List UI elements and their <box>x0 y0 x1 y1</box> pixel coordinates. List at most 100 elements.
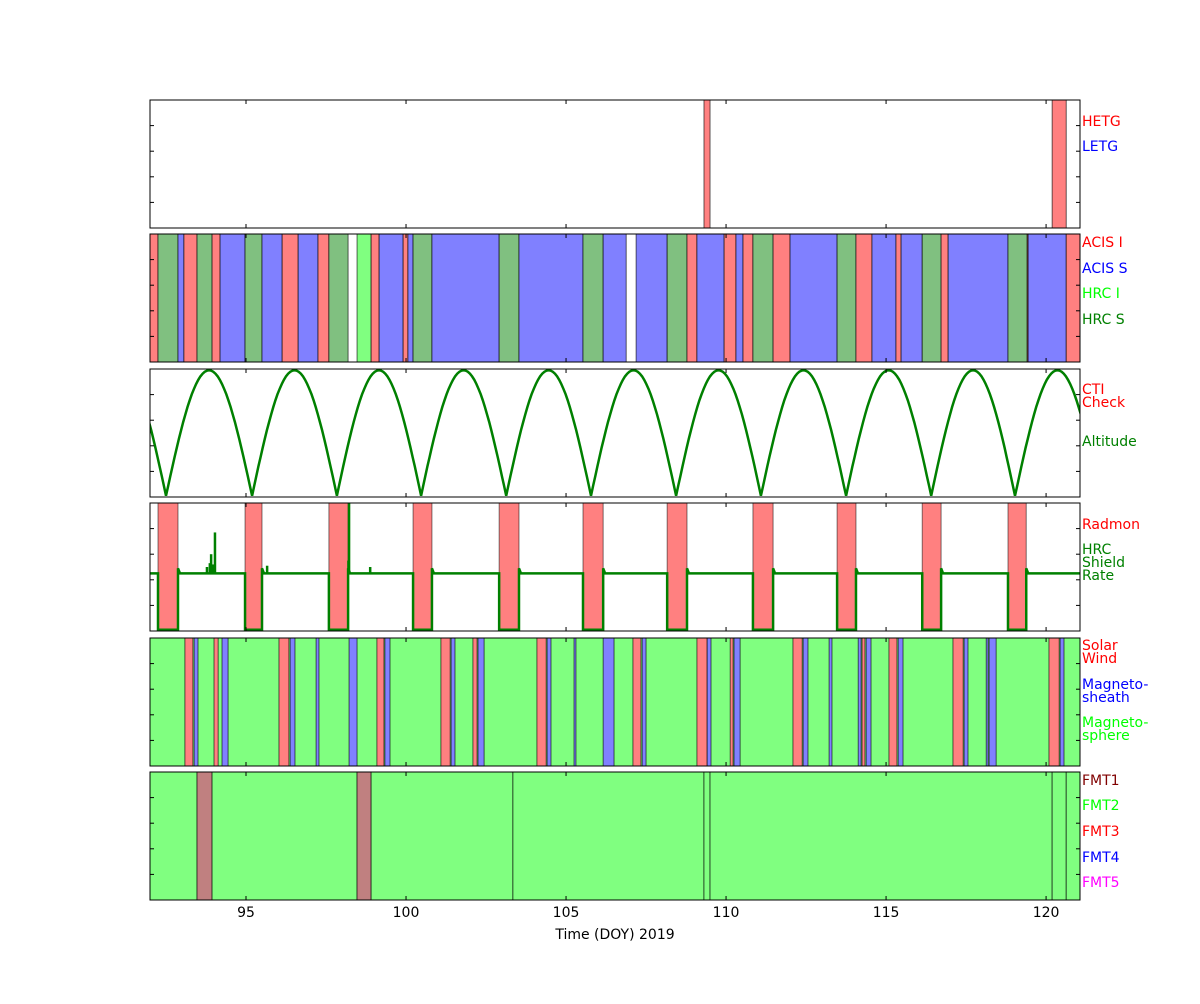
segment-hrc-s <box>836 234 857 362</box>
radmon-off-bar <box>328 503 349 631</box>
segment-magnetosheath <box>802 638 809 766</box>
segment-magnetosheath <box>546 638 552 766</box>
segment-acis-i <box>895 234 902 362</box>
legend-label: FMT2 <box>1082 798 1120 814</box>
legend-label: Altitude <box>1082 434 1137 450</box>
radmon-off-bar <box>582 503 604 631</box>
segment-solar-wind <box>729 638 734 766</box>
legend-label: Solar <box>1082 638 1118 654</box>
segment-fmt2 <box>150 772 198 900</box>
segment-acis-s <box>407 234 414 362</box>
segment-hrc-s <box>196 234 213 362</box>
legend-label: Radmon <box>1082 517 1140 533</box>
segment-magnetosheath <box>221 638 229 766</box>
segment-hrc-s <box>666 234 688 362</box>
segment-hrc-s <box>752 234 774 362</box>
panel-altitude <box>150 369 1080 496</box>
segment-acis-i <box>281 234 299 362</box>
segment-acis-s <box>219 234 246 362</box>
segment-solar-wind <box>472 638 478 766</box>
radmon-off-bar <box>244 503 263 631</box>
segment-acis-s <box>518 234 584 362</box>
radmon-off-bar <box>666 503 688 631</box>
panel-instrument <box>150 234 1080 362</box>
x-tick-label: 110 <box>713 905 740 921</box>
segment-acis-s <box>900 234 923 362</box>
segment-acis-i <box>855 234 873 362</box>
segment-acis-i <box>940 234 949 362</box>
segment-acis-s <box>431 234 500 362</box>
segment-hrc-i <box>356 234 372 362</box>
segment-hrc-s <box>412 234 433 362</box>
segment-hrc-s <box>498 234 520 362</box>
legend-label: ACIS I <box>1082 235 1123 251</box>
legend-label: HETG <box>1082 114 1121 130</box>
segment-hrc-s <box>328 234 349 362</box>
segment-acis-s <box>789 234 838 362</box>
segment-magnetosheath <box>315 638 320 766</box>
panel-frame <box>149 99 1081 229</box>
segment-solar-wind <box>861 638 866 766</box>
segment-acis-i <box>370 234 380 362</box>
legend-label: sheath <box>1082 690 1130 706</box>
segment-acis-s <box>261 234 283 362</box>
legend-label: ACIS S <box>1082 261 1128 277</box>
segment-acis-s <box>602 234 627 362</box>
segment-fmt1 <box>196 772 213 900</box>
segment-acis-s <box>947 234 1009 362</box>
legend-label: HRC I <box>1082 286 1120 302</box>
segment-fmt2 <box>1065 772 1080 900</box>
segment-hetg <box>703 100 711 228</box>
segment-acis-i <box>183 234 198 362</box>
segment-acis-s <box>735 234 744 362</box>
segment-magnetosheath <box>450 638 456 766</box>
legend-label: Wind <box>1082 651 1117 667</box>
panel-grating <box>703 100 1067 228</box>
segment-acis-s <box>696 234 725 362</box>
segment-solar-wind <box>184 638 194 766</box>
panel-frame <box>149 771 1081 901</box>
segment-acis-i <box>1065 234 1080 362</box>
legend-label: CTI <box>1082 382 1104 398</box>
altitude-line <box>150 369 1080 496</box>
segment-hrc-s <box>157 234 179 362</box>
panel-frame <box>149 233 1081 363</box>
x-axis-label: Time (DOY) 2019 <box>554 927 674 943</box>
segment-solar-wind <box>632 638 642 766</box>
legend-label: Magneto- <box>1082 715 1148 731</box>
segment-fmt2 <box>703 772 711 900</box>
segment-magnetosheath <box>857 638 862 766</box>
segment-solar-wind <box>792 638 803 766</box>
legend-label: HRC <box>1082 542 1112 558</box>
segment-hrc-s <box>244 234 263 362</box>
segment-acis-i <box>772 234 791 362</box>
segment-magnetosheath <box>193 638 199 766</box>
segment-fmt1 <box>356 772 372 900</box>
legend-label: LETG <box>1082 139 1118 155</box>
segment-magnetosheath <box>828 638 833 766</box>
hrc-shield-rate-line <box>150 567 1080 631</box>
segment-solar-wind <box>376 638 385 766</box>
segment-magnetosheath <box>706 638 712 766</box>
segment-acis-s <box>871 234 897 362</box>
radmon-off-bar <box>1007 503 1027 631</box>
segment-hetg <box>1051 100 1067 228</box>
segment-solar-wind <box>278 638 290 766</box>
background-magnetosphere <box>150 638 1080 766</box>
segment-fmt2 <box>1051 772 1067 900</box>
segment-magnetosheath <box>573 638 577 766</box>
segment-acis-i <box>402 234 409 362</box>
segment-hrc-s <box>1007 234 1028 362</box>
segment-acis-i <box>150 234 159 362</box>
segment-hrc-s <box>921 234 942 362</box>
segment-magnetosheath <box>963 638 969 766</box>
panel-radiation <box>150 503 1080 631</box>
x-tick-label: 95 <box>237 905 255 921</box>
legend-label: Magneto- <box>1082 677 1148 693</box>
segment-solar-wind <box>952 638 964 766</box>
segment-magnetosheath <box>477 638 485 766</box>
segment-acis-s <box>297 234 319 362</box>
segment-acis-i <box>211 234 221 362</box>
segment-acis-i <box>686 234 698 362</box>
segment-magnetosheath <box>985 638 989 766</box>
